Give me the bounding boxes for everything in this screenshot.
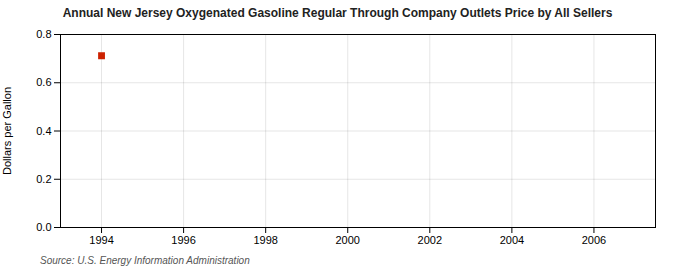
svg-text:0.0: 0.0	[36, 221, 51, 233]
svg-text:2000: 2000	[335, 234, 359, 246]
svg-text:1996: 1996	[171, 234, 195, 246]
svg-text:2002: 2002	[418, 234, 442, 246]
svg-text:0.6: 0.6	[36, 76, 51, 88]
svg-text:1994: 1994	[89, 234, 113, 246]
svg-text:0.2: 0.2	[36, 173, 51, 185]
svg-text:2006: 2006	[582, 234, 606, 246]
svg-text:Dollars per Gallon: Dollars per Gallon	[1, 87, 13, 175]
svg-text:2004: 2004	[500, 234, 524, 246]
html-text:Annual New Jersey Oxygenated G: Annual New Jersey Oxygenated Gasoline Re…	[62, 6, 613, 20]
svg-text:0.8: 0.8	[36, 28, 51, 40]
svg-text:1998: 1998	[253, 234, 277, 246]
svg-text:0.4: 0.4	[36, 125, 51, 137]
html-text:Source: U.S. Energy Informatio: Source: U.S. Energy Information Administ…	[40, 255, 250, 266]
